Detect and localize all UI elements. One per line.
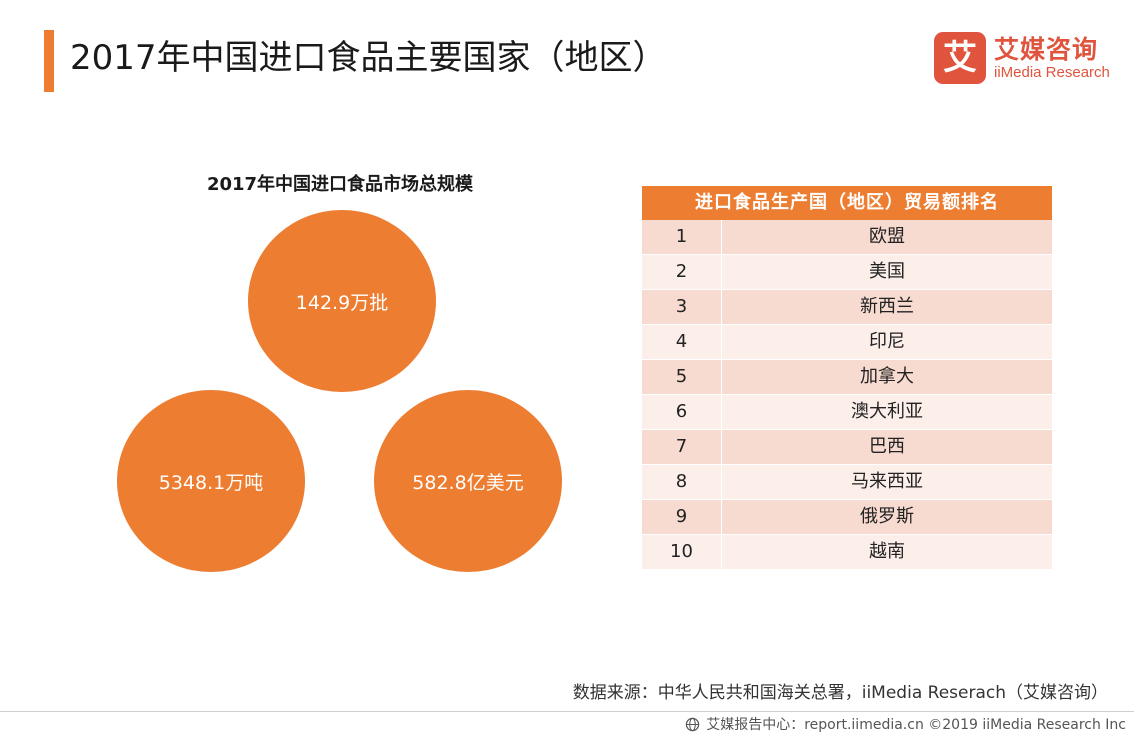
ranking-table-body: 1 欧盟 2 美国 3 新西兰 4 印尼 5 加拿大 6 澳大利亚 7 巴西 8 马来西亚 9 俄罗斯 10 越南 bbox=[642, 220, 1052, 570]
bubble-label-tonnage: 5348.1万吨 bbox=[158, 471, 264, 494]
rank-number: 4 bbox=[642, 325, 722, 359]
country-name: 新西兰 bbox=[860, 296, 914, 317]
rank-number: 9 bbox=[642, 500, 722, 534]
brand-name: 艾媒咨询 bbox=[994, 35, 1099, 64]
rank-number: 2 bbox=[642, 255, 722, 289]
rank-number: 3 bbox=[642, 290, 722, 324]
table-row: 8 马来西亚 bbox=[642, 465, 1052, 500]
rank-number: 7 bbox=[642, 430, 722, 464]
country-name: 俄罗斯 bbox=[860, 506, 914, 527]
ranking-table-header: 进口食品生产国（地区）贸易额排名 bbox=[642, 186, 1052, 220]
footer: 艾媒报告中心：report.iimedia.cn ©2019 iiMedia R… bbox=[685, 713, 1126, 735]
table-row: 1 欧盟 bbox=[642, 220, 1052, 255]
country-name: 澳大利亚 bbox=[851, 401, 923, 422]
country-name: 印尼 bbox=[869, 331, 905, 352]
table-row: 4 印尼 bbox=[642, 325, 1052, 360]
data-source-note: 数据来源：中华人民共和国海关总署，iiMedia Reserach（艾媒咨询） bbox=[572, 683, 1108, 703]
brand-mark-icon: 艾 bbox=[934, 32, 986, 84]
footer-divider bbox=[0, 711, 1134, 712]
brand-name-en: iiMedia Research bbox=[994, 64, 1110, 81]
globe-icon bbox=[686, 717, 700, 731]
footer-text: 艾媒报告中心：report.iimedia.cn ©2019 iiMedia R… bbox=[706, 717, 1126, 733]
brand-mark-glyph: 艾 bbox=[943, 38, 977, 78]
bubble-trade-value: 582.8亿美元 bbox=[374, 390, 562, 572]
table-row: 10 越南 bbox=[642, 535, 1052, 570]
table-row: 6 澳大利亚 bbox=[642, 395, 1052, 430]
rank-number: 8 bbox=[642, 465, 722, 499]
country-name: 欧盟 bbox=[869, 226, 905, 247]
bubble-label-batches: 142.9万批 bbox=[295, 291, 389, 314]
rank-number: 10 bbox=[642, 535, 722, 569]
title-accent-bar bbox=[44, 30, 54, 92]
bubble-chart-title: 2017年中国进口食品市场总规模 bbox=[206, 174, 474, 195]
table-row: 2 美国 bbox=[642, 255, 1052, 290]
table-row: 7 巴西 bbox=[642, 430, 1052, 465]
table-row: 3 新西兰 bbox=[642, 290, 1052, 325]
brand-logo: 艾 艾媒咨询 iiMedia Research bbox=[934, 32, 1124, 88]
country-name: 巴西 bbox=[869, 436, 905, 457]
rank-number: 6 bbox=[642, 395, 722, 429]
country-name: 加拿大 bbox=[860, 366, 914, 387]
table-row: 5 加拿大 bbox=[642, 360, 1052, 395]
rank-number: 5 bbox=[642, 360, 722, 394]
bubble-tonnage: 5348.1万吨 bbox=[117, 390, 305, 572]
page-title: 2017年中国进口食品主要国家（地区） bbox=[70, 38, 667, 78]
rank-number: 1 bbox=[642, 220, 722, 254]
bubble-batches: 142.9万批 bbox=[248, 210, 436, 392]
country-name: 美国 bbox=[869, 261, 905, 282]
ranking-table: 进口食品生产国（地区）贸易额排名 1 欧盟 2 美国 3 新西兰 4 印尼 5 加拿大 6 澳大利亚 7… bbox=[642, 186, 1052, 570]
table-row: 9 俄罗斯 bbox=[642, 500, 1052, 535]
bubble-label-trade-value: 582.8亿美元 bbox=[412, 471, 524, 494]
country-name: 马来西亚 bbox=[851, 471, 923, 492]
country-name: 越南 bbox=[869, 541, 905, 562]
